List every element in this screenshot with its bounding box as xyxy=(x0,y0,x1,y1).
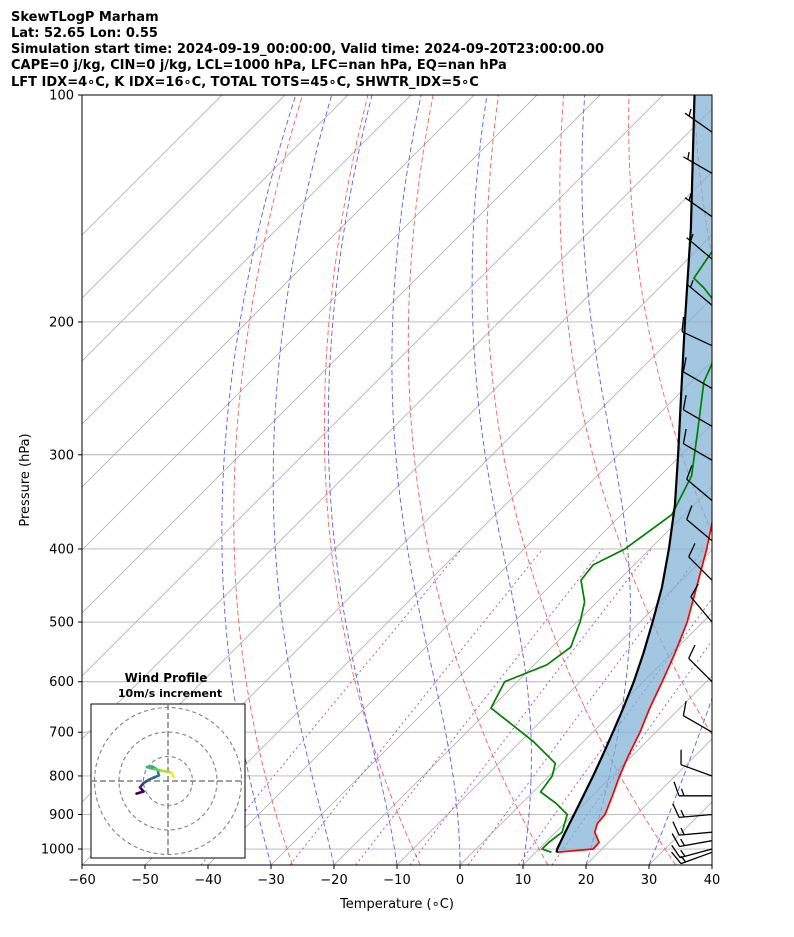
isotherm-line xyxy=(82,95,475,488)
dry-adiabat xyxy=(407,95,549,865)
header-location: Lat: 52.65 Lon: 0.55 xyxy=(11,26,158,41)
isotherm-line xyxy=(522,675,712,865)
dry-adiabat xyxy=(233,95,304,865)
wind-barb xyxy=(682,394,713,427)
isotherm-line xyxy=(711,864,712,865)
wind-barb xyxy=(688,644,713,683)
x-tick-label: 30 xyxy=(641,873,658,888)
moist-adiabat xyxy=(391,95,461,865)
mixing-ratio-line xyxy=(355,548,603,865)
wind-barb xyxy=(688,543,713,581)
wind-barb xyxy=(671,833,713,848)
wind-barb xyxy=(680,749,713,777)
wind-barb xyxy=(686,465,713,501)
moist-adiabat xyxy=(581,95,631,865)
isotherm-line xyxy=(82,95,538,551)
y-tick-label: 1000 xyxy=(41,843,74,858)
dry-adiabat xyxy=(486,95,677,865)
y-tick-label: 900 xyxy=(49,808,74,823)
x-axis-label: Temperature (∘C) xyxy=(339,897,454,912)
moist-adiabat xyxy=(221,95,297,865)
isotherm-line xyxy=(270,423,712,865)
isotherm-line xyxy=(207,360,712,865)
chart-header: SkewTLogP Marham Lat: 52.65 Lon: 0.55 Si… xyxy=(11,10,604,90)
moist-adiabat xyxy=(648,697,712,865)
wind-barb xyxy=(686,279,713,306)
dry-adiabat xyxy=(559,95,712,736)
x-tick-label: −10 xyxy=(383,873,410,888)
moist-adiabat xyxy=(327,95,398,865)
y-tick-label: 800 xyxy=(49,769,74,784)
isotherm-line xyxy=(82,108,712,740)
y-tick-label: 600 xyxy=(49,675,74,690)
wind-barb xyxy=(690,583,713,623)
y-axis-label: Pressure (hPa) xyxy=(18,433,33,526)
isotherm-line xyxy=(333,486,712,865)
wind-barb xyxy=(672,821,713,836)
x-tick-label: −20 xyxy=(320,873,347,888)
isotherm-line xyxy=(648,801,712,865)
axes: −60 −50 −40 −30 −20 −10 0 10 20 30 40 100 200 300 400 5… xyxy=(41,89,720,889)
x-tick-label: −60 xyxy=(68,873,95,888)
x-tick-label: −30 xyxy=(257,873,284,888)
isotherm-line xyxy=(144,297,712,865)
x-tick-label: 40 xyxy=(704,873,721,888)
inset-title: Wind Profile xyxy=(125,671,208,685)
wind-barb xyxy=(671,844,713,859)
inset-subtitle: 10m/s increment xyxy=(118,687,222,700)
mixing-ratio-line xyxy=(467,548,705,865)
header-times: Simulation start time: 2024-09-19_00:00:… xyxy=(11,42,604,57)
moist-adiabat xyxy=(272,95,335,865)
wind-barb xyxy=(673,781,712,797)
isotherm-line xyxy=(82,95,349,362)
y-tick-label: 100 xyxy=(49,89,74,104)
x-tick-label: −40 xyxy=(194,873,221,888)
isotherm-line xyxy=(459,612,712,865)
wind-profile-inset: Wind Profile 10m/s increment xyxy=(90,671,246,859)
y-tick-label: 400 xyxy=(49,542,74,557)
isotherm-line xyxy=(82,95,286,299)
wind-barb xyxy=(682,428,713,461)
isotherm-line xyxy=(82,95,664,677)
dry-adiabat xyxy=(323,95,421,865)
wind-barb xyxy=(672,803,713,819)
hodograph-trace xyxy=(159,769,173,774)
wind-barb xyxy=(683,151,713,174)
mixing-ratio-line xyxy=(289,548,544,865)
x-tick-label: 10 xyxy=(515,873,532,888)
x-tick-label: 0 xyxy=(456,873,464,888)
hodograph-trace xyxy=(170,771,175,779)
dewpoint-line xyxy=(489,250,712,854)
x-tick-label: −50 xyxy=(131,873,158,888)
mixing-ratio-line xyxy=(409,548,652,865)
header-title: SkewTLogP Marham xyxy=(11,10,159,25)
moist-adiabat xyxy=(711,863,712,865)
isotherm-line xyxy=(82,95,223,236)
header-cape: CAPE=0 j/kg, CIN=0 j/kg, LCL=1000 hPa, L… xyxy=(11,58,507,73)
wind-barb xyxy=(686,505,713,542)
wind-barb xyxy=(681,316,713,347)
y-tick-label: 300 xyxy=(49,448,74,463)
temperature-line xyxy=(556,519,712,854)
wind-barb xyxy=(686,233,713,260)
y-tick-label: 500 xyxy=(49,616,74,631)
isotherm-line xyxy=(82,95,601,614)
wind-barb xyxy=(684,108,713,133)
y-tick-label: 700 xyxy=(49,726,74,741)
wind-barb xyxy=(682,700,713,733)
isotherm-line xyxy=(396,549,712,865)
parcel-profile-line xyxy=(555,95,696,853)
wind-barb xyxy=(682,357,713,389)
dry-adiabat xyxy=(759,95,794,865)
moist-adiabat xyxy=(471,95,532,865)
wind-barbs xyxy=(670,108,713,865)
cape-shading xyxy=(556,95,712,853)
wind-barb xyxy=(684,193,713,218)
isotherm-line xyxy=(82,95,412,425)
x-tick-label: 20 xyxy=(578,873,595,888)
y-tick-label: 200 xyxy=(49,315,74,330)
header-indices: LFT IDX=4∘C, K IDX=16∘C, TOTAL TOTS=45∘C… xyxy=(11,75,479,90)
